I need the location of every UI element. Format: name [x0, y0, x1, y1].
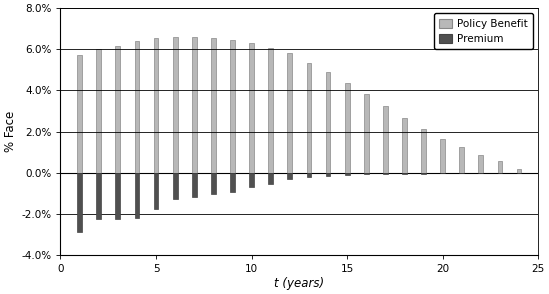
Bar	[268, 48, 273, 173]
Bar	[115, 46, 120, 173]
Bar	[173, 173, 177, 200]
Legend: Policy Benefit, Premium: Policy Benefit, Premium	[434, 13, 533, 49]
Bar	[211, 173, 216, 194]
Bar	[460, 147, 464, 173]
Bar	[230, 173, 235, 192]
Bar	[268, 173, 273, 184]
Bar	[517, 169, 522, 173]
Bar	[96, 49, 101, 173]
Bar	[154, 38, 159, 173]
Bar	[96, 173, 101, 219]
Bar	[326, 72, 330, 173]
Bar	[230, 40, 235, 173]
Bar	[383, 173, 388, 174]
Bar	[345, 173, 350, 175]
Bar	[364, 93, 368, 173]
Bar	[77, 56, 82, 173]
Bar	[306, 63, 311, 173]
Bar	[154, 173, 159, 209]
Bar	[77, 173, 82, 232]
Bar	[497, 161, 502, 173]
Y-axis label: % Face: % Face	[4, 111, 17, 152]
Bar	[135, 41, 139, 173]
Bar	[211, 38, 216, 173]
X-axis label: t (years): t (years)	[274, 277, 324, 290]
Bar	[135, 173, 139, 218]
Bar	[115, 173, 120, 219]
Bar	[249, 43, 254, 173]
Bar	[364, 173, 368, 174]
Bar	[402, 118, 407, 173]
Bar	[479, 155, 483, 173]
Bar	[326, 173, 330, 176]
Bar	[288, 54, 292, 173]
Bar	[288, 173, 292, 179]
Bar	[192, 173, 197, 198]
Bar	[440, 139, 445, 173]
Bar	[249, 173, 254, 187]
Bar	[345, 83, 350, 173]
Bar	[421, 128, 426, 173]
Bar	[306, 173, 311, 177]
Bar	[402, 173, 407, 174]
Bar	[383, 106, 388, 173]
Bar	[192, 37, 197, 173]
Bar	[173, 37, 177, 173]
